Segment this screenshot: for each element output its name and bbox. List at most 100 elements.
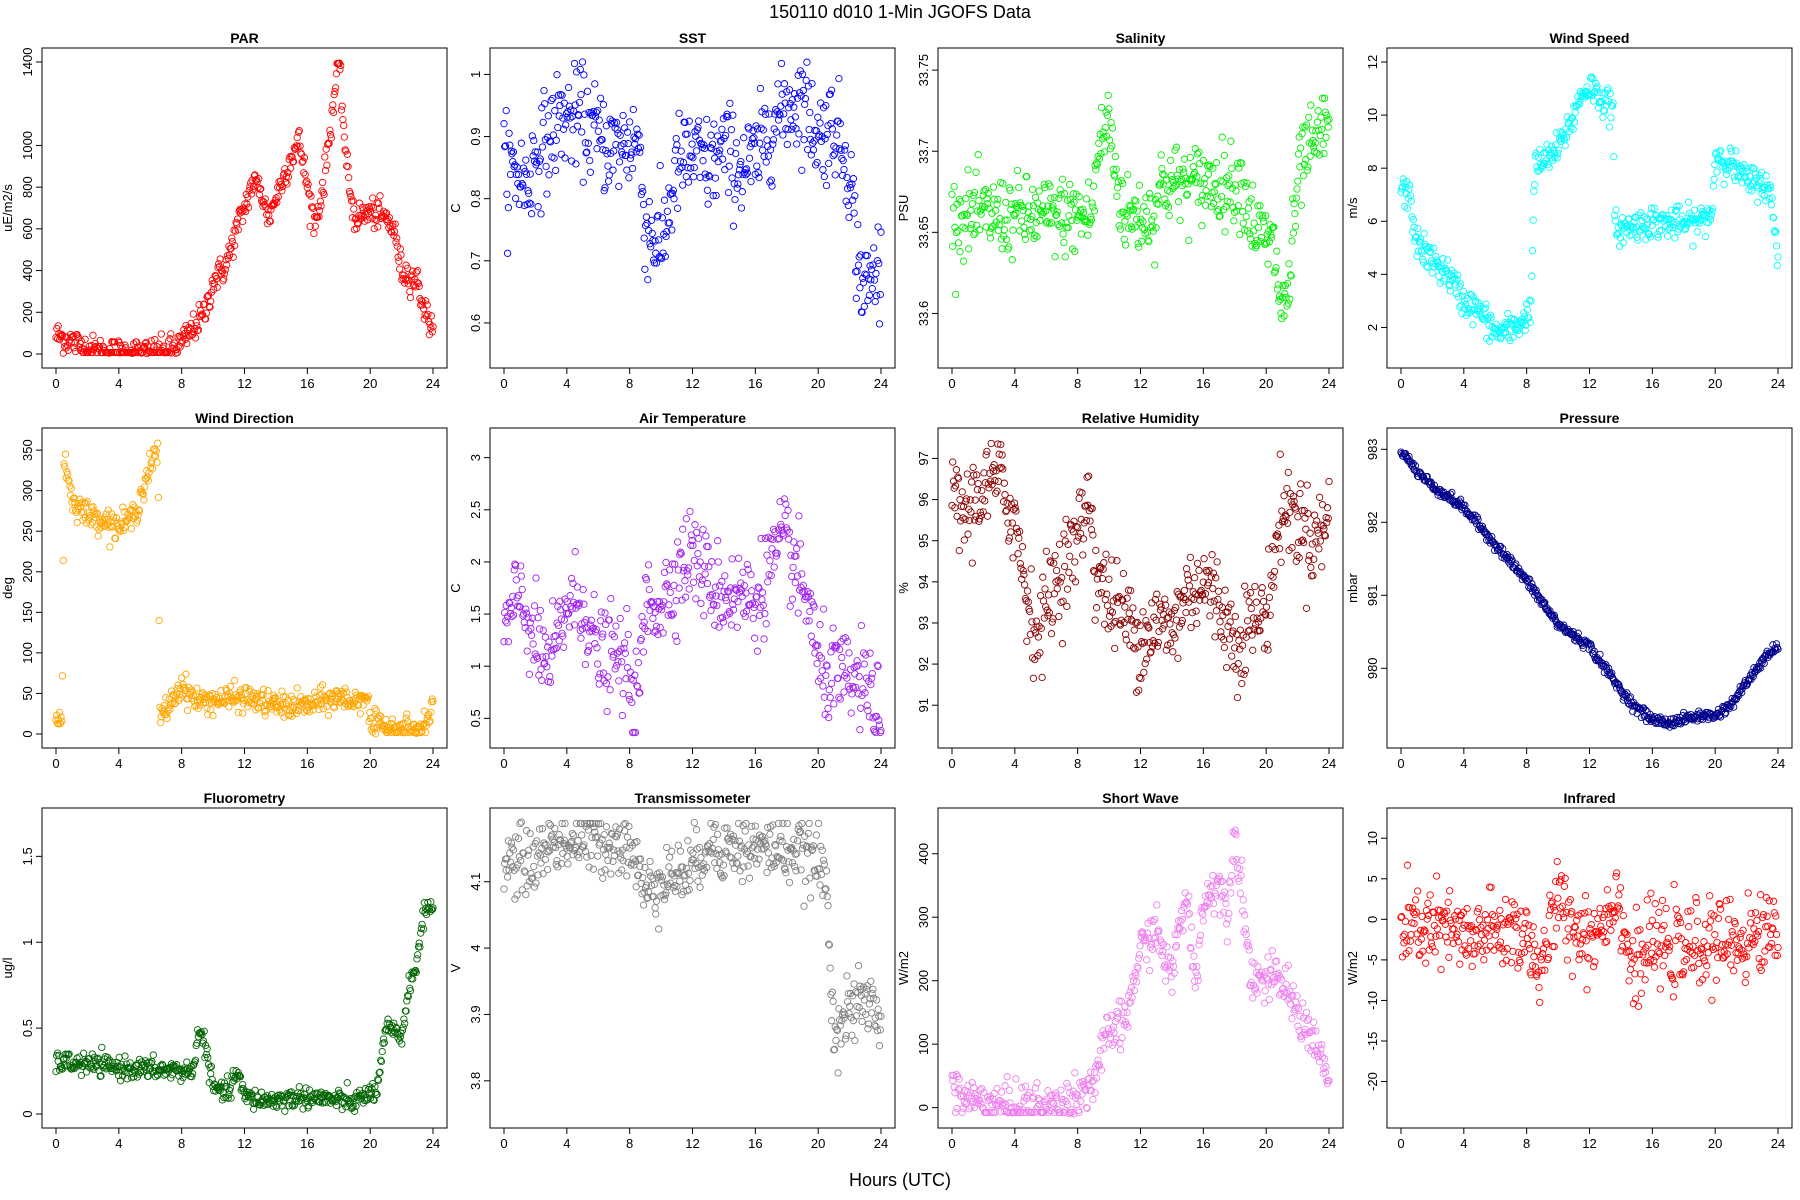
data-point: [544, 112, 552, 120]
data-point: [842, 669, 850, 677]
data-point: [1230, 644, 1239, 652]
data-point: [1092, 546, 1100, 555]
data-point: [71, 339, 79, 347]
data-point: [1225, 603, 1233, 612]
data-point: [974, 151, 982, 159]
data-point: [324, 140, 332, 148]
data-point: [1083, 473, 1091, 481]
data-point: [852, 294, 860, 303]
data-point: [1721, 710, 1729, 718]
data-point: [228, 234, 236, 242]
data-point: [1052, 211, 1061, 219]
data-point: [955, 546, 963, 555]
data-point: [234, 708, 242, 717]
x-tick-label: 20: [1708, 376, 1722, 391]
data-point: [835, 645, 844, 654]
data-point: [665, 219, 674, 227]
data-point: [695, 136, 704, 144]
data-point: [1154, 638, 1162, 647]
data-point: [965, 190, 974, 198]
data-point: [1251, 582, 1259, 591]
data-point: [1430, 481, 1439, 489]
data-point: [515, 200, 523, 209]
data-point: [825, 713, 833, 722]
data-point: [1504, 309, 1512, 318]
data-point: [345, 174, 353, 182]
data-point: [604, 177, 613, 185]
data-point: [1291, 505, 1300, 513]
data-point: [508, 150, 516, 158]
data-point: [998, 451, 1006, 459]
data-point: [1058, 574, 1066, 582]
data-point: [780, 495, 789, 503]
data-point: [631, 671, 639, 679]
data-point: [60, 460, 68, 468]
data-point: [1284, 299, 1292, 307]
data-point: [598, 136, 606, 144]
data-point: [1286, 295, 1294, 303]
data-point: [1249, 646, 1257, 654]
data-point: [1113, 557, 1121, 565]
data-point: [683, 130, 691, 138]
data-point: [591, 80, 599, 88]
data-point: [1762, 197, 1770, 205]
data-point: [784, 125, 792, 134]
data-point: [675, 584, 683, 592]
data-point: [1112, 165, 1120, 174]
data-point: [522, 609, 531, 617]
data-point: [794, 609, 802, 617]
data-point: [393, 234, 401, 242]
data-point: [800, 587, 808, 595]
data-point: [509, 592, 517, 601]
data-point: [1610, 152, 1618, 161]
data-point: [718, 577, 726, 586]
data-point: [224, 254, 232, 262]
data-point: [704, 200, 712, 208]
data-point: [1630, 218, 1638, 226]
data-point: [1773, 261, 1781, 270]
data-point: [960, 536, 968, 544]
data-point: [721, 131, 730, 140]
data-point: [1269, 573, 1277, 581]
data-point: [877, 228, 885, 236]
data-point: [58, 672, 67, 680]
data-point: [591, 640, 599, 648]
data-point: [1216, 618, 1224, 626]
x-tick-label: 8: [1523, 376, 1530, 391]
data-point: [553, 619, 561, 627]
data-point: [1459, 287, 1468, 295]
x-tick-label: 8: [626, 1136, 633, 1151]
data-point: [571, 548, 579, 556]
data-point: [1026, 227, 1034, 235]
data-point: [377, 712, 385, 720]
x-tick-label: 12: [685, 756, 699, 771]
data-point: [676, 548, 685, 556]
data-point: [692, 132, 700, 140]
data-point: [1748, 187, 1756, 195]
data-point: [1411, 462, 1420, 470]
data-point: [1526, 318, 1534, 327]
data-point: [527, 210, 536, 218]
data-point: [225, 242, 233, 250]
data-point: [584, 646, 592, 655]
data-point: [734, 598, 742, 606]
data-point: [1562, 133, 1571, 142]
data-point: [1293, 551, 1301, 560]
data-point: [397, 251, 405, 259]
data-point: [1140, 668, 1148, 677]
data-point: [1265, 238, 1274, 246]
data-point: [231, 676, 239, 685]
data-point: [356, 710, 365, 718]
data-point: [1058, 219, 1066, 227]
data-point: [503, 873, 512, 881]
data-point: [415, 282, 423, 290]
data-point: [1057, 191, 1065, 199]
data-point: [621, 649, 629, 657]
data-point: [1646, 233, 1654, 241]
data-point: [57, 713, 65, 721]
data-point: [1311, 139, 1319, 147]
data-point: [1428, 269, 1436, 277]
data-point: [572, 68, 581, 76]
data-point: [1196, 596, 1204, 604]
data-point: [270, 691, 278, 699]
